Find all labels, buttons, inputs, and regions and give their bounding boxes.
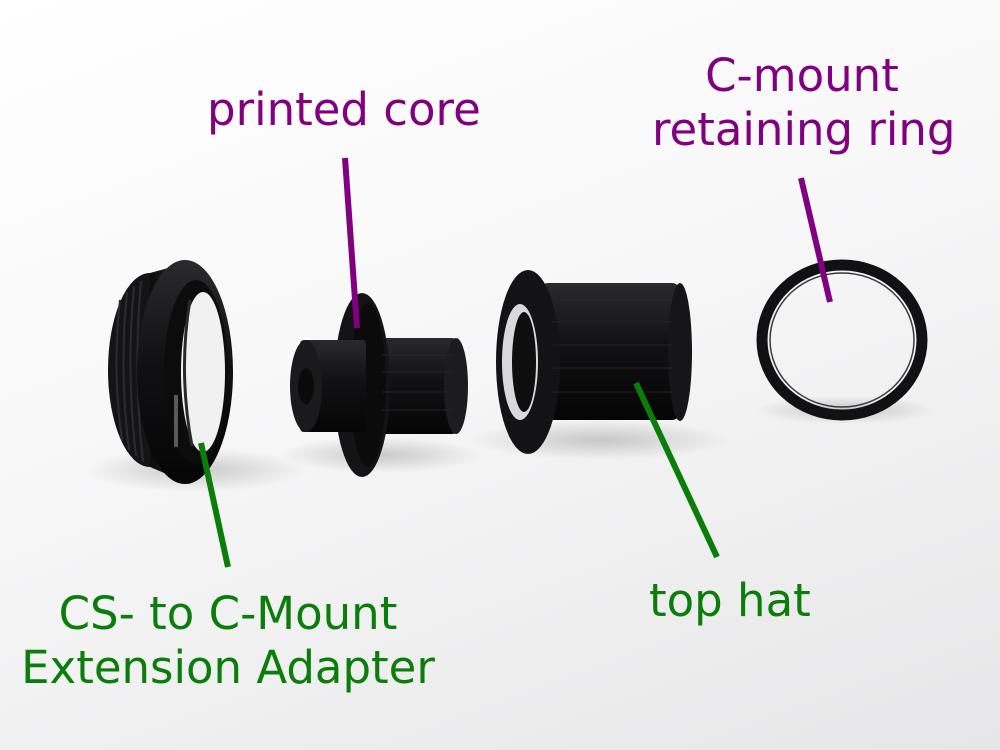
c-mount-ring-line1: C-mount <box>705 49 899 102</box>
top-hat-callout-line <box>633 381 720 559</box>
c-mount-ring-line2: retaining ring <box>652 103 956 156</box>
adapter-callout-line <box>198 442 231 568</box>
printed-core-label: printed core <box>207 83 481 136</box>
top-hat <box>496 270 692 454</box>
c-mount-retaining-ring <box>756 259 928 421</box>
printed-core <box>290 293 468 477</box>
retaining-ring-callout-line <box>798 177 833 303</box>
c-mount-retaining-ring-label: C-mount retaining ring <box>652 49 956 157</box>
adapter-line1: CS- to C-Mount <box>58 587 398 640</box>
top-hat-label: top hat <box>649 574 811 627</box>
cs-to-c-mount-adapter <box>108 260 233 484</box>
adapter-label: CS- to C-Mount Extension Adapter <box>20 587 436 695</box>
printed-core-callout-line <box>342 157 360 329</box>
adapter-line2: Extension Adapter <box>21 641 435 694</box>
